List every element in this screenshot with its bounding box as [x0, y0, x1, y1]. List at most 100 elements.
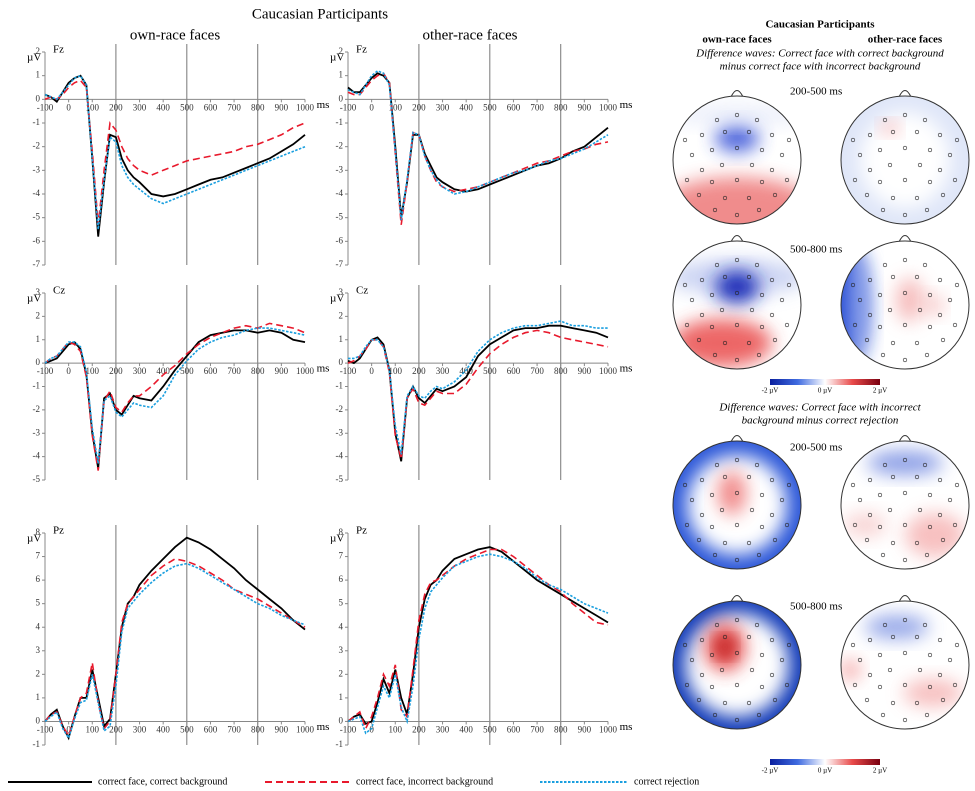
y-tick-label: -6	[336, 235, 344, 245]
x-tick-label: 800	[554, 725, 568, 735]
electrode	[902, 557, 908, 563]
nose	[730, 90, 744, 98]
electrode	[937, 512, 943, 518]
electrode	[917, 162, 923, 168]
topomap	[673, 601, 801, 729]
electrode	[722, 129, 728, 135]
electrode	[734, 145, 740, 151]
electrode	[756, 207, 762, 213]
electrode	[954, 482, 960, 488]
potential-blob	[927, 295, 943, 315]
potential-blob	[865, 615, 929, 639]
electrode	[756, 352, 762, 358]
erp-line	[347, 72, 609, 225]
electrode	[734, 112, 740, 118]
electrode	[954, 137, 960, 143]
electrode	[734, 557, 740, 563]
x-tick-label: 0	[66, 725, 71, 735]
y-tick-label: 7	[36, 551, 41, 561]
electrode	[786, 282, 792, 288]
electrode	[689, 152, 695, 158]
electrode	[746, 540, 752, 546]
potential-blob	[867, 451, 943, 475]
electrode	[696, 337, 702, 343]
x-tick-label: 200	[109, 725, 123, 735]
x-tick-label: 100	[86, 102, 100, 112]
electrode	[922, 117, 928, 123]
y-tick-label: 0	[36, 93, 41, 103]
electrode	[890, 700, 896, 706]
y-tick-label: -4	[336, 188, 344, 198]
electrode	[882, 262, 888, 268]
electrode	[877, 324, 883, 330]
x-tick-label: -100	[340, 725, 357, 735]
x-tick-label: 100	[86, 725, 100, 735]
electrode	[922, 622, 928, 628]
electrode	[769, 672, 775, 678]
x-tick-label: 400	[459, 102, 473, 112]
colorbar-label: -2 µV	[762, 767, 779, 775]
y-tick-label: 4	[339, 621, 344, 631]
erp-line	[44, 329, 306, 469]
electrode	[924, 207, 930, 213]
y-tick-label: 3	[36, 645, 41, 655]
potential-blob	[860, 112, 950, 208]
electrode	[864, 337, 870, 343]
electrode	[914, 274, 920, 280]
electrode	[719, 307, 725, 313]
topomaps: Difference waves: Correct face with corr…	[672, 48, 970, 775]
erp-line	[44, 327, 306, 464]
y-tick-label: -3	[336, 164, 344, 174]
electrode	[722, 634, 728, 640]
electrode	[867, 167, 873, 173]
electrode	[880, 712, 886, 718]
electrode	[940, 337, 946, 343]
x-tick-label: 600	[507, 102, 521, 112]
head-outline	[840, 600, 970, 730]
column-title: other-race faces	[422, 27, 517, 43]
electrode	[682, 137, 688, 143]
y-tick-label: -1	[336, 381, 344, 391]
electrode	[754, 462, 760, 468]
electrode	[746, 129, 752, 135]
y-tick-label: 2	[339, 310, 344, 320]
y-tick-label: 3	[339, 645, 344, 655]
y-axis-label: µV	[27, 293, 41, 305]
electrode	[759, 492, 765, 498]
electrode	[759, 324, 765, 330]
electrode	[914, 474, 920, 480]
nose	[898, 435, 912, 443]
y-tick-label: -4	[33, 188, 41, 198]
nose	[898, 90, 912, 98]
electrode	[754, 262, 760, 268]
electrode	[902, 522, 908, 528]
electrode	[867, 312, 873, 318]
electrode	[734, 212, 740, 218]
electrode	[927, 492, 933, 498]
electrode	[882, 117, 888, 123]
x-tick-label: 400	[459, 725, 473, 735]
erp-line	[347, 548, 609, 731]
electrode	[772, 192, 778, 198]
electrode	[927, 179, 933, 185]
electrode	[696, 697, 702, 703]
colorbar-label: -2 µV	[762, 387, 779, 395]
x-tick-label: 700	[530, 102, 544, 112]
erp-line	[44, 322, 306, 471]
electrode	[940, 192, 946, 198]
x-tick-label: -100	[340, 102, 357, 112]
electrode	[867, 132, 873, 138]
electrode	[734, 457, 740, 463]
y-tick-label: -4	[336, 451, 344, 461]
electrode	[746, 195, 752, 201]
electrode	[746, 700, 752, 706]
electrode	[877, 652, 883, 658]
topomap	[841, 441, 969, 569]
x-tick-label: 600	[204, 366, 218, 376]
topomap	[841, 241, 969, 369]
electrode	[890, 474, 896, 480]
